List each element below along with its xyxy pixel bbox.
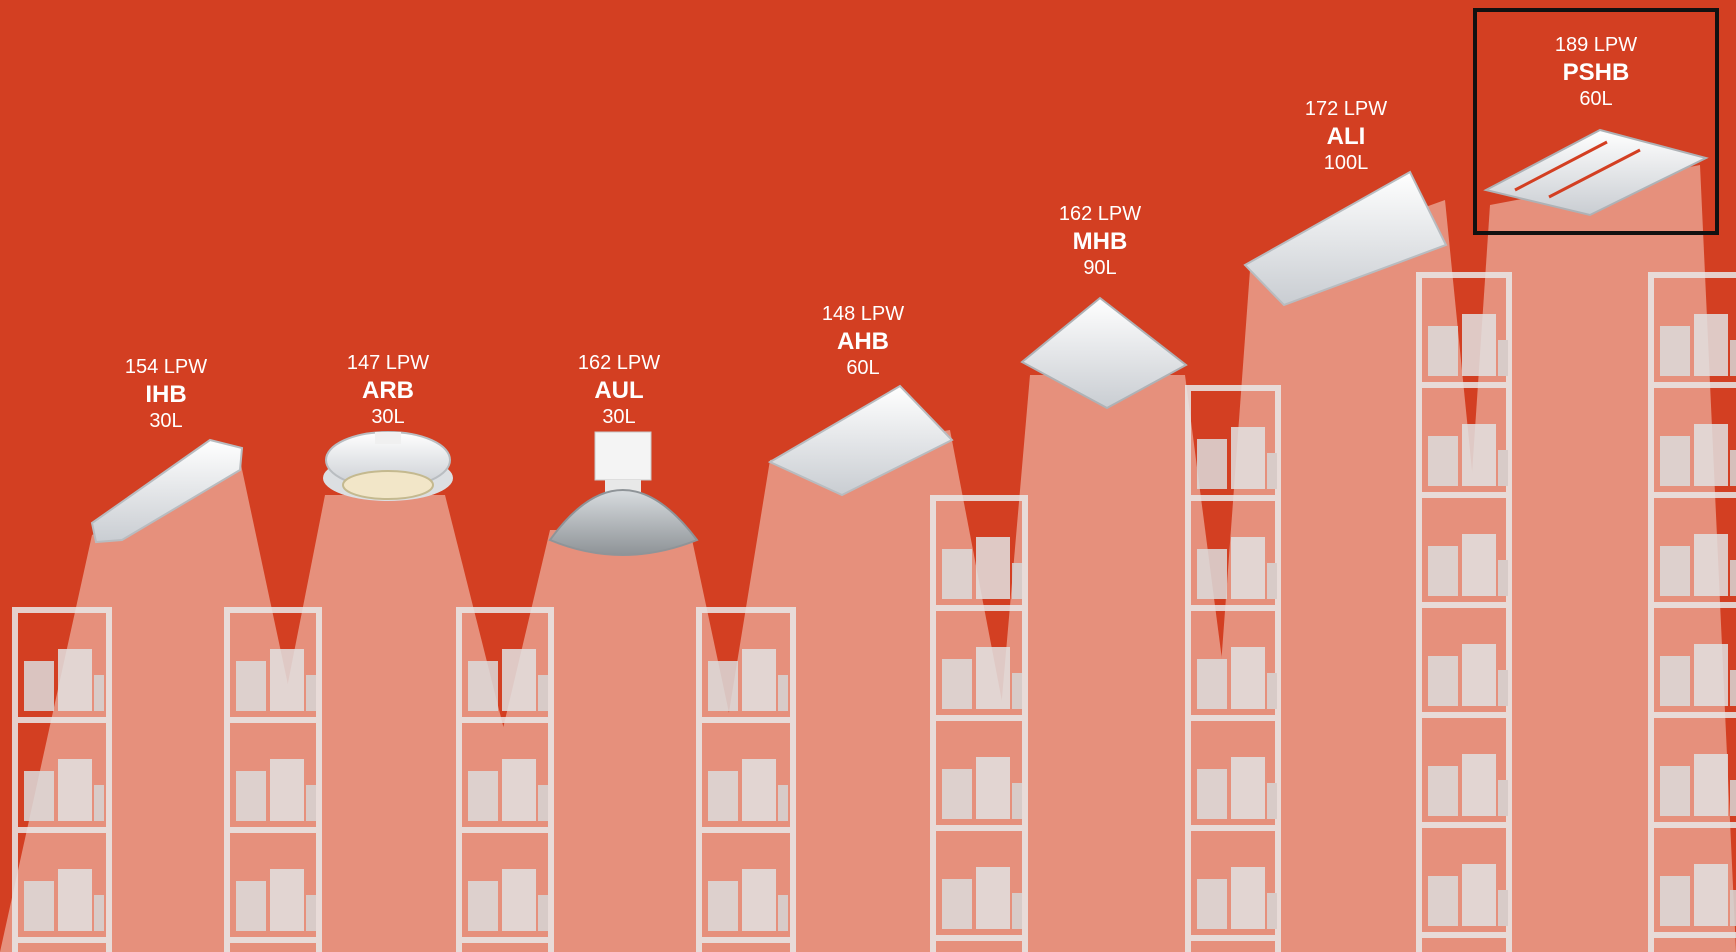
fixture-model: PSHB	[1562, 59, 1630, 86]
fixture-lpw: 162 LPW	[577, 352, 661, 374]
high-bay-fixture-icon	[1243, 170, 1448, 307]
fixture-arb	[323, 431, 453, 501]
fixture-label-mhb: 162 LPW MHB 90L	[1010, 203, 1190, 280]
fixture-label-arb: 147 LPW ARB 30L	[298, 352, 478, 429]
high-bay-fixture-icon	[90, 438, 244, 544]
fixture-ahb	[767, 384, 954, 497]
fixture-model: ALI	[1326, 123, 1366, 150]
fixture-aul	[548, 431, 699, 556]
fixture-ihb	[90, 438, 244, 544]
high-bay-fixture-icon	[1020, 296, 1188, 410]
fixture-label-ahb: 148 LPW AHB 60L	[773, 303, 953, 380]
fixture-mhb	[1020, 296, 1188, 410]
warehouse-shelving-icon	[12, 607, 112, 952]
high-bay-fixture-icon	[548, 489, 699, 556]
high-bay-fixture-icon	[767, 384, 954, 497]
fixture-lpw: 189 LPW	[1554, 34, 1638, 56]
high-bay-fixture-icon	[342, 470, 434, 500]
warehouse-shelving-icon	[930, 495, 1028, 952]
warehouse-shelving-icon	[456, 607, 554, 952]
fixture-model: AHB	[837, 328, 889, 355]
warehouse-shelving	[12, 272, 1736, 952]
fixture-lumens: 60L	[1579, 87, 1613, 110]
fixture-label-pshb: 189 LPW PSHB 60L	[1506, 34, 1686, 111]
fixture-label-ihb: 154 LPW IHB 30L	[76, 356, 256, 433]
fixture-model: AUL	[594, 377, 644, 404]
fixture-model: IHB	[145, 381, 187, 408]
selected-fixture-highlight	[1473, 8, 1719, 235]
fixture-lumens: 100L	[1323, 151, 1369, 174]
fixture-lpw: 148 LPW	[821, 303, 905, 325]
fixture-label-aul: 162 LPW AUL 30L	[529, 352, 709, 429]
warehouse-shelving-icon	[1185, 385, 1281, 952]
fixture-lumens: 30L	[371, 405, 405, 428]
warehouse-shelving-icon	[696, 607, 796, 952]
fixture-ali	[1243, 170, 1448, 307]
warehouse-shelving-icon	[1416, 272, 1512, 952]
fixture-lpw: 162 LPW	[1058, 203, 1142, 225]
fixture-lpw: 154 LPW	[124, 356, 208, 378]
fixture-label-ali: 172 LPW ALI 100L	[1256, 98, 1436, 175]
fixture-lumens: 60L	[846, 356, 880, 379]
fixture-pshb	[1483, 128, 1709, 217]
fixture-lpw: 147 LPW	[346, 352, 430, 374]
fixture-model: MHB	[1072, 228, 1128, 255]
fixture-lumens: 30L	[602, 405, 636, 428]
fixture-model: ARB	[362, 377, 414, 404]
fixture-lumens: 90L	[1083, 256, 1117, 279]
warehouse-shelving-icon	[224, 607, 322, 952]
warehouse-shelving-icon	[1648, 272, 1736, 952]
fixture-lumens: 30L	[149, 409, 183, 432]
fixture-lpw: 172 LPW	[1304, 98, 1388, 120]
